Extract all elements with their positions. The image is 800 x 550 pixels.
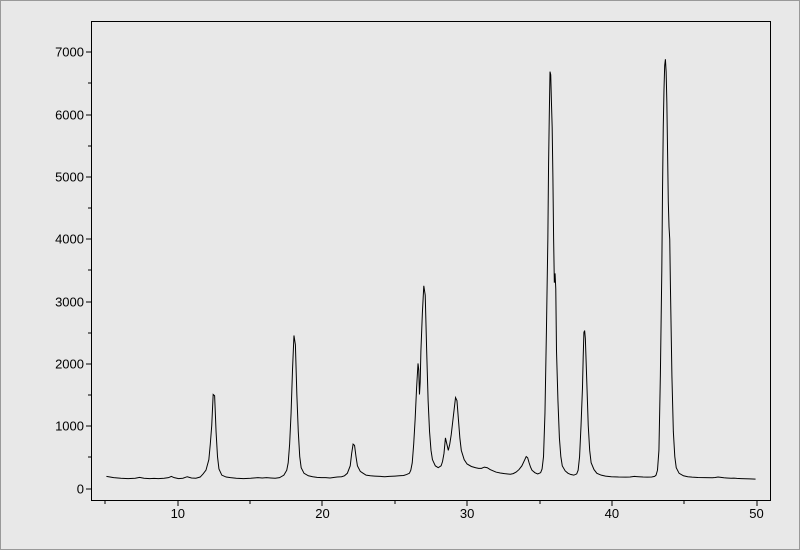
y-tick — [86, 239, 91, 240]
x-tick-minor — [684, 501, 685, 504]
y-tick-minor — [88, 332, 91, 333]
y-tick-label: 1000 — [34, 419, 84, 434]
y-tick-label: 3000 — [34, 294, 84, 309]
x-tick-minor — [105, 501, 106, 504]
y-tick-minor — [88, 270, 91, 271]
x-tick-label: 20 — [315, 506, 329, 521]
plot-area — [91, 21, 771, 501]
y-tick-label: 7000 — [34, 45, 84, 60]
y-tick — [86, 363, 91, 364]
y-tick-minor — [88, 83, 91, 84]
data-polyline — [92, 22, 770, 500]
y-tick-label: 6000 — [34, 107, 84, 122]
y-tick-minor — [88, 395, 91, 396]
xrd-chart: 0 1000 2000 3000 4000 5000 6000 7000 10 20 30 40 50 — [0, 0, 800, 550]
x-tick-minor — [539, 501, 540, 504]
x-tick-label: 10 — [171, 506, 185, 521]
x-tick-label: 50 — [749, 506, 763, 521]
y-tick-minor — [88, 145, 91, 146]
y-tick-minor — [88, 208, 91, 209]
y-tick-label: 0 — [34, 481, 84, 496]
x-tick-label: 40 — [605, 506, 619, 521]
y-tick — [86, 426, 91, 427]
y-tick-label: 2000 — [34, 356, 84, 371]
x-tick-minor — [250, 501, 251, 504]
y-tick — [86, 114, 91, 115]
y-tick — [86, 488, 91, 489]
x-tick-minor — [394, 501, 395, 504]
y-tick-label: 4000 — [34, 232, 84, 247]
y-tick — [86, 301, 91, 302]
x-tick-label: 30 — [460, 506, 474, 521]
y-tick-minor — [88, 457, 91, 458]
y-tick — [86, 176, 91, 177]
y-tick — [86, 52, 91, 53]
y-tick-label: 5000 — [34, 169, 84, 184]
